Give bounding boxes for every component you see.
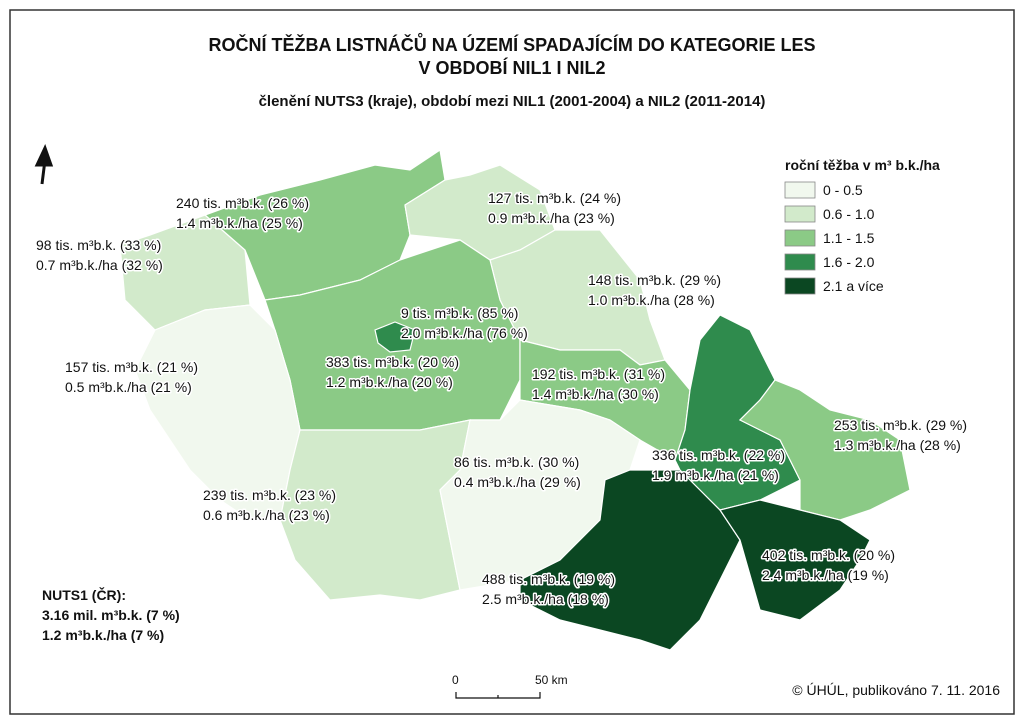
legend-swatch	[784, 181, 816, 199]
summary-line: 1.2 m³b.k./ha (7 %)	[42, 627, 164, 643]
regions	[119, 148, 911, 651]
region-label: 240 tis. m³b.k. (26 %)	[176, 195, 309, 211]
region-label: 2.5 m³b.k./ha (18 %)	[482, 591, 609, 607]
region-label: 1.3 m³b.k./ha (28 %)	[834, 437, 961, 453]
region	[374, 321, 416, 353]
legend-swatch	[784, 277, 816, 295]
region-label: 157 tis. m³b.k. (21 %)	[65, 359, 198, 375]
legend-swatch	[784, 205, 816, 223]
region-label: 239 tis. m³b.k. (23 %)	[203, 487, 336, 503]
region-label: 1.0 m³b.k./ha (28 %)	[588, 292, 715, 308]
region-label: 1.4 m³b.k./ha (30 %)	[532, 386, 659, 402]
region-label: 0.4 m³b.k./ha (29 %)	[454, 474, 581, 490]
legend-label: 0 - 0.5	[823, 182, 863, 198]
region-label: 86 tis. m³b.k. (30 %)	[454, 454, 579, 470]
legend-label: 1.6 - 2.0	[823, 254, 875, 270]
scale-label: 50 km	[535, 673, 568, 687]
scale-label: 0	[452, 673, 459, 687]
region-label: 0.5 m³b.k./ha (21 %)	[65, 379, 192, 395]
credit: © ÚHÚL, publikováno 7. 11. 2016	[792, 682, 1000, 698]
region	[719, 499, 871, 621]
scale-bar	[455, 692, 541, 699]
region-label: 0.7 m³b.k./ha (32 %)	[36, 257, 163, 273]
summary-line: 3.16 mil. m³b.k. (7 %)	[42, 607, 180, 623]
region-label: 1.9 m³b.k./ha (21 %)	[652, 467, 779, 483]
title: V OBDOBÍ NIL1 I NIL2	[418, 57, 605, 78]
legend-label: 2.1 a více	[823, 278, 884, 294]
legend-swatch	[784, 253, 816, 271]
region-label: 383 tis. m³b.k. (20 %)	[326, 354, 459, 370]
summary-title: NUTS1 (ČR):	[42, 586, 126, 603]
legend-title: roční těžba v m³ b.k./ha	[785, 157, 940, 173]
region-label: 2.4 m³b.k./ha (19 %)	[762, 567, 889, 583]
region-label: 336 tis. m³b.k. (22 %)	[652, 447, 785, 463]
subtitle: členění NUTS3 (kraje), období mezi NIL1 …	[259, 93, 766, 110]
legend-swatch	[784, 229, 816, 247]
legend-label: 1.1 - 1.5	[823, 230, 875, 246]
region	[738, 379, 911, 521]
region-label: 488 tis. m³b.k. (19 %)	[482, 571, 615, 587]
region-label: 192 tis. m³b.k. (31 %)	[532, 366, 665, 382]
legend-label: 0.6 - 1.0	[823, 206, 875, 222]
region-label: 98 tis. m³b.k. (33 %)	[36, 237, 161, 253]
region-label: 402 tis. m³b.k. (20 %)	[762, 547, 895, 563]
region-label: 253 tis. m³b.k. (29 %)	[834, 417, 967, 433]
region-label: 0.9 m³b.k./ha (23 %)	[488, 210, 615, 226]
region-label: 1.2 m³b.k./ha (20 %)	[326, 374, 453, 390]
region-label: 1.4 m³b.k./ha (25 %)	[176, 215, 303, 231]
legend: roční těžba v m³ b.k./ha 0 - 0.5 0.6 - 1.…	[784, 157, 940, 295]
title: ROČNÍ TĚŽBA LISTNÁČŮ NA ÚZEMÍ SPADAJÍCÍM…	[208, 33, 815, 55]
region-label: 9 tis. m³b.k. (85 %)	[401, 305, 518, 321]
region-label: 0.6 m³b.k./ha (23 %)	[203, 507, 330, 523]
north-arrow	[34, 144, 54, 185]
region-label: 148 tis. m³b.k. (29 %)	[588, 272, 721, 288]
region-label: 2.0 m³b.k./ha (76 %)	[401, 325, 528, 341]
region-label: 127 tis. m³b.k. (24 %)	[488, 190, 621, 206]
